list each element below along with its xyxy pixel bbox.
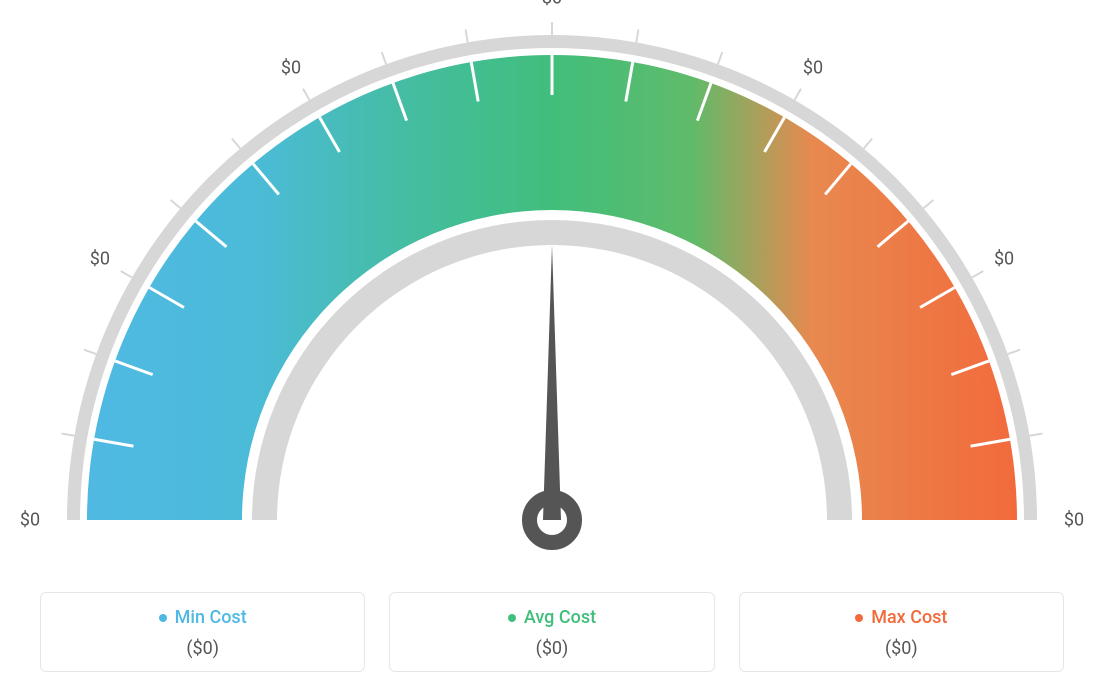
legend-card-avg: Avg Cost ($0) — [389, 592, 714, 673]
gauge-tick-label: $0 — [90, 249, 110, 270]
legend-title-max: Max Cost — [855, 607, 947, 628]
legend-card-max: Max Cost ($0) — [739, 592, 1064, 673]
legend-label-max: Max Cost — [871, 607, 947, 628]
legend-dot-avg — [508, 614, 516, 622]
legend-card-min: Min Cost ($0) — [40, 592, 365, 673]
gauge-tick-label: $0 — [803, 57, 823, 78]
legend-title-avg: Avg Cost — [508, 607, 596, 628]
legend-title-min: Min Cost — [159, 607, 247, 628]
legend-value-avg: ($0) — [400, 638, 703, 659]
gauge-chart: $0 $0 $0 $0 $0 $0 $0 — [0, 0, 1104, 560]
gauge-tick-label: $0 — [1064, 510, 1084, 531]
cost-gauge-container: $0 $0 $0 $0 $0 $0 $0 Min Cost ($0) Avg Cost ($… — [0, 0, 1104, 690]
legend-value-max: ($0) — [750, 638, 1053, 659]
legend-dot-min — [159, 614, 167, 622]
gauge-svg — [0, 0, 1104, 560]
gauge-tick-label: $0 — [542, 0, 562, 9]
legend-value-min: ($0) — [51, 638, 354, 659]
legend-label-avg: Avg Cost — [524, 607, 596, 628]
legend-dot-max — [855, 614, 863, 622]
gauge-tick-label: $0 — [20, 510, 40, 531]
legend-row: Min Cost ($0) Avg Cost ($0) Max Cost ($0… — [40, 592, 1064, 673]
gauge-tick-label: $0 — [281, 57, 301, 78]
gauge-tick-label: $0 — [994, 249, 1014, 270]
legend-label-min: Min Cost — [175, 607, 247, 628]
